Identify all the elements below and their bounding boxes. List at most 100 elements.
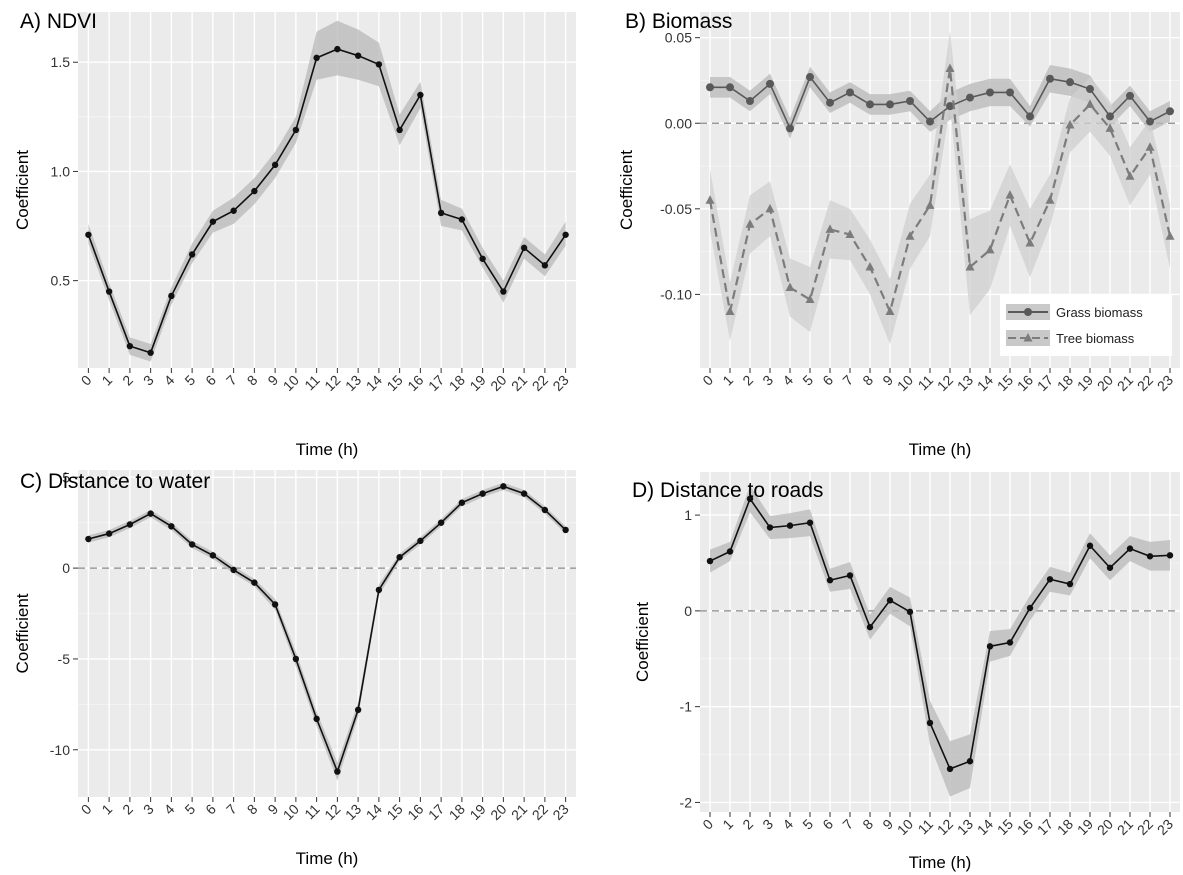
- data-point: [706, 557, 714, 565]
- data-point: [168, 523, 175, 530]
- data-point: [1086, 542, 1094, 549]
- data-point: [986, 88, 994, 97]
- x-tick-label: 12: [321, 372, 343, 394]
- legend-label: Tree biomass: [1056, 331, 1135, 346]
- x-tick-label: 18: [446, 801, 468, 823]
- x-tick-label: 9: [264, 372, 281, 389]
- x-tick-label: 6: [819, 816, 836, 833]
- legend-key-marker: [1024, 308, 1032, 316]
- data-point: [334, 768, 341, 775]
- x-tick-label: 8: [244, 801, 261, 818]
- data-point: [1005, 190, 1015, 199]
- series-line-0: [709, 497, 1171, 770]
- x-tick-label: 3: [140, 801, 157, 818]
- data-point: [1166, 107, 1174, 116]
- y-tick-label: 5: [62, 469, 70, 485]
- data-point: [520, 244, 528, 252]
- x-tick-label: 7: [839, 816, 856, 833]
- x-tick-label: 23: [549, 801, 571, 823]
- data-point: [865, 262, 875, 271]
- series-line-0: [88, 485, 567, 774]
- data-point: [945, 63, 955, 72]
- data-point: [906, 97, 914, 105]
- data-point: [230, 207, 237, 214]
- data-point: [458, 499, 466, 506]
- data-point: [375, 586, 383, 594]
- x-tick-label: 5: [181, 372, 198, 389]
- x-tick-label: 20: [487, 372, 509, 394]
- x-tick-label: 23: [1154, 372, 1176, 394]
- x-tick-label: 21: [508, 372, 530, 394]
- x-tick-label: 10: [280, 372, 302, 394]
- x-tick-label: 2: [739, 816, 756, 833]
- data-point: [726, 83, 734, 92]
- x-tick-label: 1: [98, 372, 115, 389]
- x-tick-label: 21: [508, 801, 530, 823]
- x-tick-label: 5: [799, 816, 816, 833]
- data-point: [1006, 639, 1014, 646]
- data-point: [230, 566, 237, 574]
- data-point: [725, 306, 735, 316]
- data-point: [826, 577, 834, 584]
- data-point: [396, 126, 403, 134]
- x-tick-label: 13: [342, 372, 364, 394]
- data-point: [479, 255, 486, 262]
- data-point: [706, 83, 714, 92]
- x-tick-label: 2: [119, 372, 136, 389]
- y-tick-label: -5: [58, 651, 71, 667]
- x-tick-label: 20: [487, 801, 509, 823]
- x-tick-label: 22: [529, 801, 551, 823]
- data-point: [1026, 604, 1034, 612]
- data-point: [826, 98, 834, 107]
- confidence-band-0: [710, 65, 1170, 139]
- data-point: [1025, 238, 1035, 247]
- x-tick-label: 8: [244, 372, 261, 389]
- data-point: [746, 97, 754, 105]
- y-tick-label: 0: [62, 560, 70, 576]
- legend: Grass biomass Tree biomass: [1000, 294, 1172, 356]
- x-axis-title: Time (h): [909, 440, 972, 459]
- x-axis-title: Time (h): [296, 849, 359, 868]
- x-tick-label: 4: [779, 372, 796, 389]
- data-point: [209, 218, 217, 225]
- x-tick-label: 16: [404, 372, 426, 394]
- data-point: [926, 719, 934, 727]
- data-point: [1145, 142, 1155, 151]
- data-point: [126, 342, 134, 350]
- x-tick-label: 14: [363, 372, 385, 394]
- data-point: [354, 706, 362, 713]
- x-tick-label: 19: [466, 372, 488, 394]
- data-point: [846, 88, 854, 97]
- data-point: [126, 521, 134, 528]
- x-tick-label: 0: [699, 372, 716, 389]
- data-point: [1086, 85, 1094, 94]
- data-point: [846, 572, 854, 579]
- y-tick-label: 0.00: [665, 115, 692, 131]
- x-tick-label: 14: [363, 801, 385, 823]
- data-point: [745, 219, 755, 228]
- data-point: [886, 597, 894, 604]
- y-tick-label: -1: [680, 699, 693, 715]
- x-tick-label: 18: [446, 372, 468, 394]
- data-point: [845, 229, 855, 238]
- data-point: [786, 124, 794, 133]
- y-tick-label: 1.5: [51, 54, 71, 70]
- x-tick-label: 4: [161, 801, 178, 818]
- data-point: [1106, 112, 1114, 121]
- x-tick-label: 10: [894, 372, 916, 394]
- data-point: [985, 244, 995, 254]
- x-tick-label: 16: [404, 801, 426, 823]
- data-point: [806, 519, 814, 526]
- data-point: [905, 231, 915, 240]
- data-point: [541, 262, 549, 269]
- data-point: [354, 52, 362, 59]
- y-axis-title: Coefficient: [13, 593, 32, 673]
- data-point: [705, 195, 715, 204]
- data-point: [886, 100, 894, 109]
- data-point: [1045, 195, 1055, 204]
- data-point: [313, 54, 320, 62]
- x-tick-label: 3: [759, 816, 776, 833]
- x-tick-label: 11: [301, 372, 323, 394]
- data-point: [726, 548, 734, 555]
